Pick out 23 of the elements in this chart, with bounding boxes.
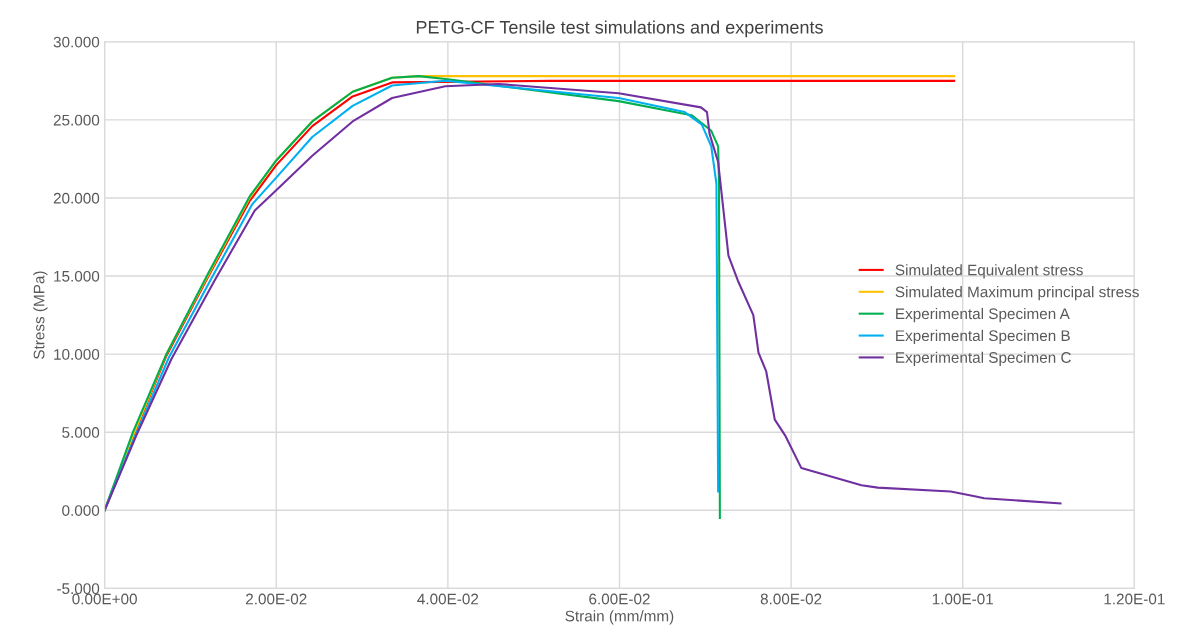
legend-label: Simulated Maximum principal stress [895,286,1139,301]
legend-label: Experimental Specimen B [896,329,1070,345]
y-tick-label: -5.000 [57,583,100,595]
y-tick-label: 25.000 [53,114,100,126]
x-tick-label: 1.00E-01 [932,593,993,605]
x-tick-label: 8.00E-02 [760,593,822,605]
y-tick-label: 30.000 [53,36,100,48]
y-tick-label: 0.000 [62,505,100,516]
x-tick-label: 2.00E-02 [246,593,307,605]
legend-label: Experimental Specimen A [896,307,1070,323]
chart-title: PETG-CF Tensile test simulations and experiments [416,20,823,38]
y-tick-label: 20.000 [53,192,100,204]
x-tick-label: 6.00E-02 [589,593,650,605]
y-tick-label: 15.000 [54,270,100,282]
y-tick-label: 5.000 [62,427,100,438]
y-axis-title: Stress (MPa) [33,271,48,359]
legend-label: Experimental Specimen C [896,351,1071,366]
x-tick-label: 0.00E+00 [72,593,137,605]
x-tick-label: 4.00E-02 [417,593,479,605]
y-tick-label: 10.000 [54,348,100,360]
x-axis-title: Strain (mm/mm) [565,610,674,625]
x-tick-label: 1.20E-01 [1104,593,1165,605]
legend-label: Simulated Equivalent stress [895,264,1083,279]
